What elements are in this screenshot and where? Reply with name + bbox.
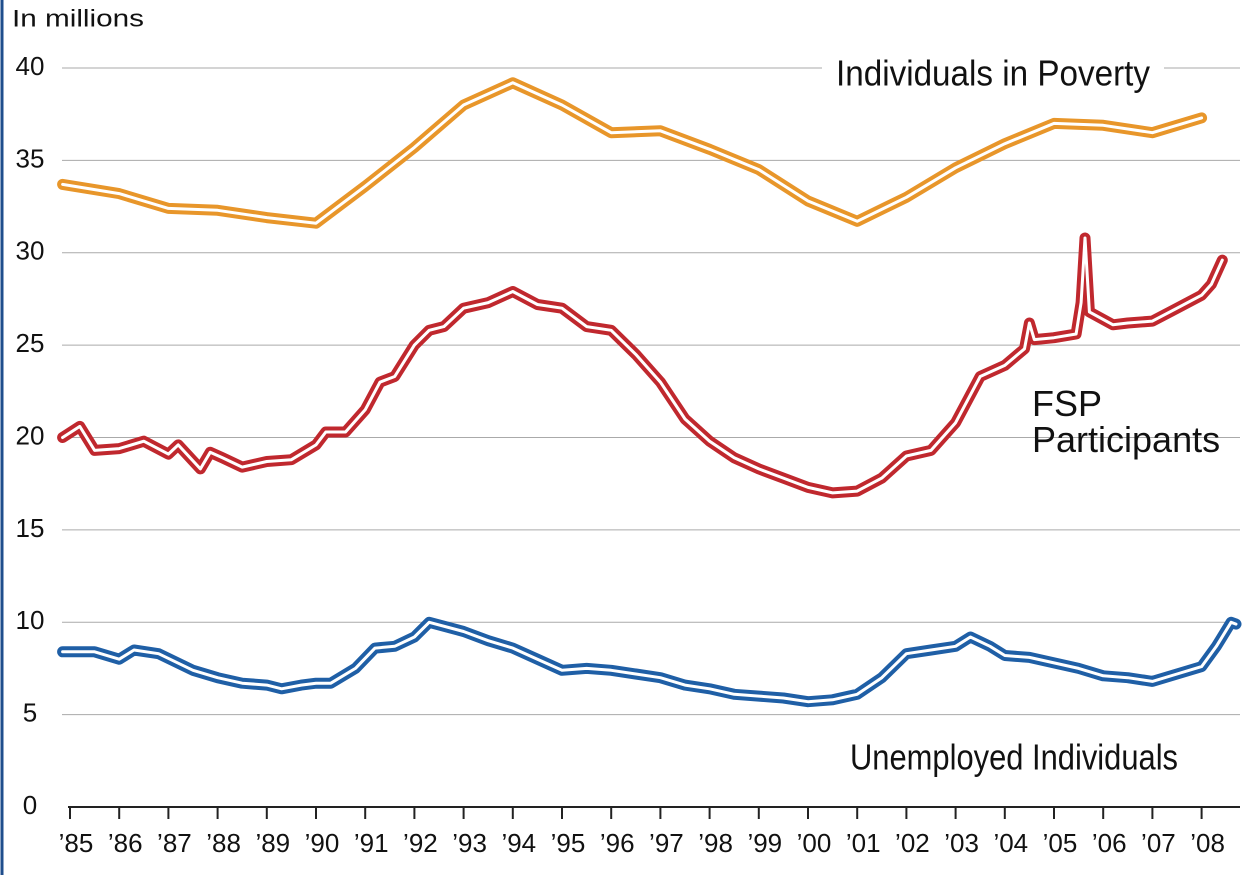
x-tick-label: ’95 (551, 828, 586, 858)
x-tick-label: ’88 (206, 828, 241, 858)
series-line-inner (61, 236, 1224, 495)
y-tick-label: 0 (23, 790, 37, 820)
x-tick-label: ’99 (747, 828, 782, 858)
y-tick-label: 10 (16, 605, 45, 635)
x-tick-label: ’89 (255, 828, 290, 858)
series-line (57, 77, 1208, 229)
y-axis-label: In millions (12, 5, 144, 32)
x-tick-label: ’08 (1190, 828, 1225, 858)
x-tick-label: ’92 (403, 828, 438, 858)
y-tick-label: 25 (16, 328, 45, 358)
x-tick-label: ’02 (895, 828, 930, 858)
y-tick-label: 40 (16, 51, 45, 81)
series-line-inner (61, 620, 1238, 704)
y-tick-label: 30 (16, 236, 45, 266)
x-tick-label: ’85 (59, 828, 94, 858)
x-tick-label: ’96 (600, 828, 635, 858)
x-tick-label: ’98 (698, 828, 733, 858)
x-tick-label: ’86 (108, 828, 143, 858)
x-tick-label: ’06 (1092, 828, 1127, 858)
x-tick-label: ’87 (157, 828, 192, 858)
series-line (57, 616, 1242, 708)
y-tick-label: 15 (16, 513, 45, 543)
x-tick-label: ’00 (797, 828, 832, 858)
x-tick-label: ’07 (1141, 828, 1176, 858)
series-label: Individuals in Poverty (836, 53, 1150, 94)
series-label: FSP Participants (1032, 383, 1220, 460)
x-tick-label: ’91 (354, 828, 389, 858)
x-tick-label: ’04 (993, 828, 1028, 858)
y-tick-label: 20 (16, 420, 45, 450)
series-label: Unemployed Individuals (850, 737, 1178, 778)
x-tick-label: ’93 (452, 828, 487, 858)
x-tick-label: ’94 (501, 828, 536, 858)
y-tick-label: 35 (16, 143, 45, 173)
x-tick-label: ’90 (305, 828, 340, 858)
x-tick-label: ’05 (1043, 828, 1078, 858)
label-background (822, 52, 1164, 100)
x-tick-label: ’97 (649, 828, 684, 858)
x-tick-label: ’03 (944, 828, 979, 858)
x-tick-label: ’01 (846, 828, 881, 858)
y-tick-label: 5 (23, 698, 37, 728)
series-line-inner (61, 81, 1204, 225)
